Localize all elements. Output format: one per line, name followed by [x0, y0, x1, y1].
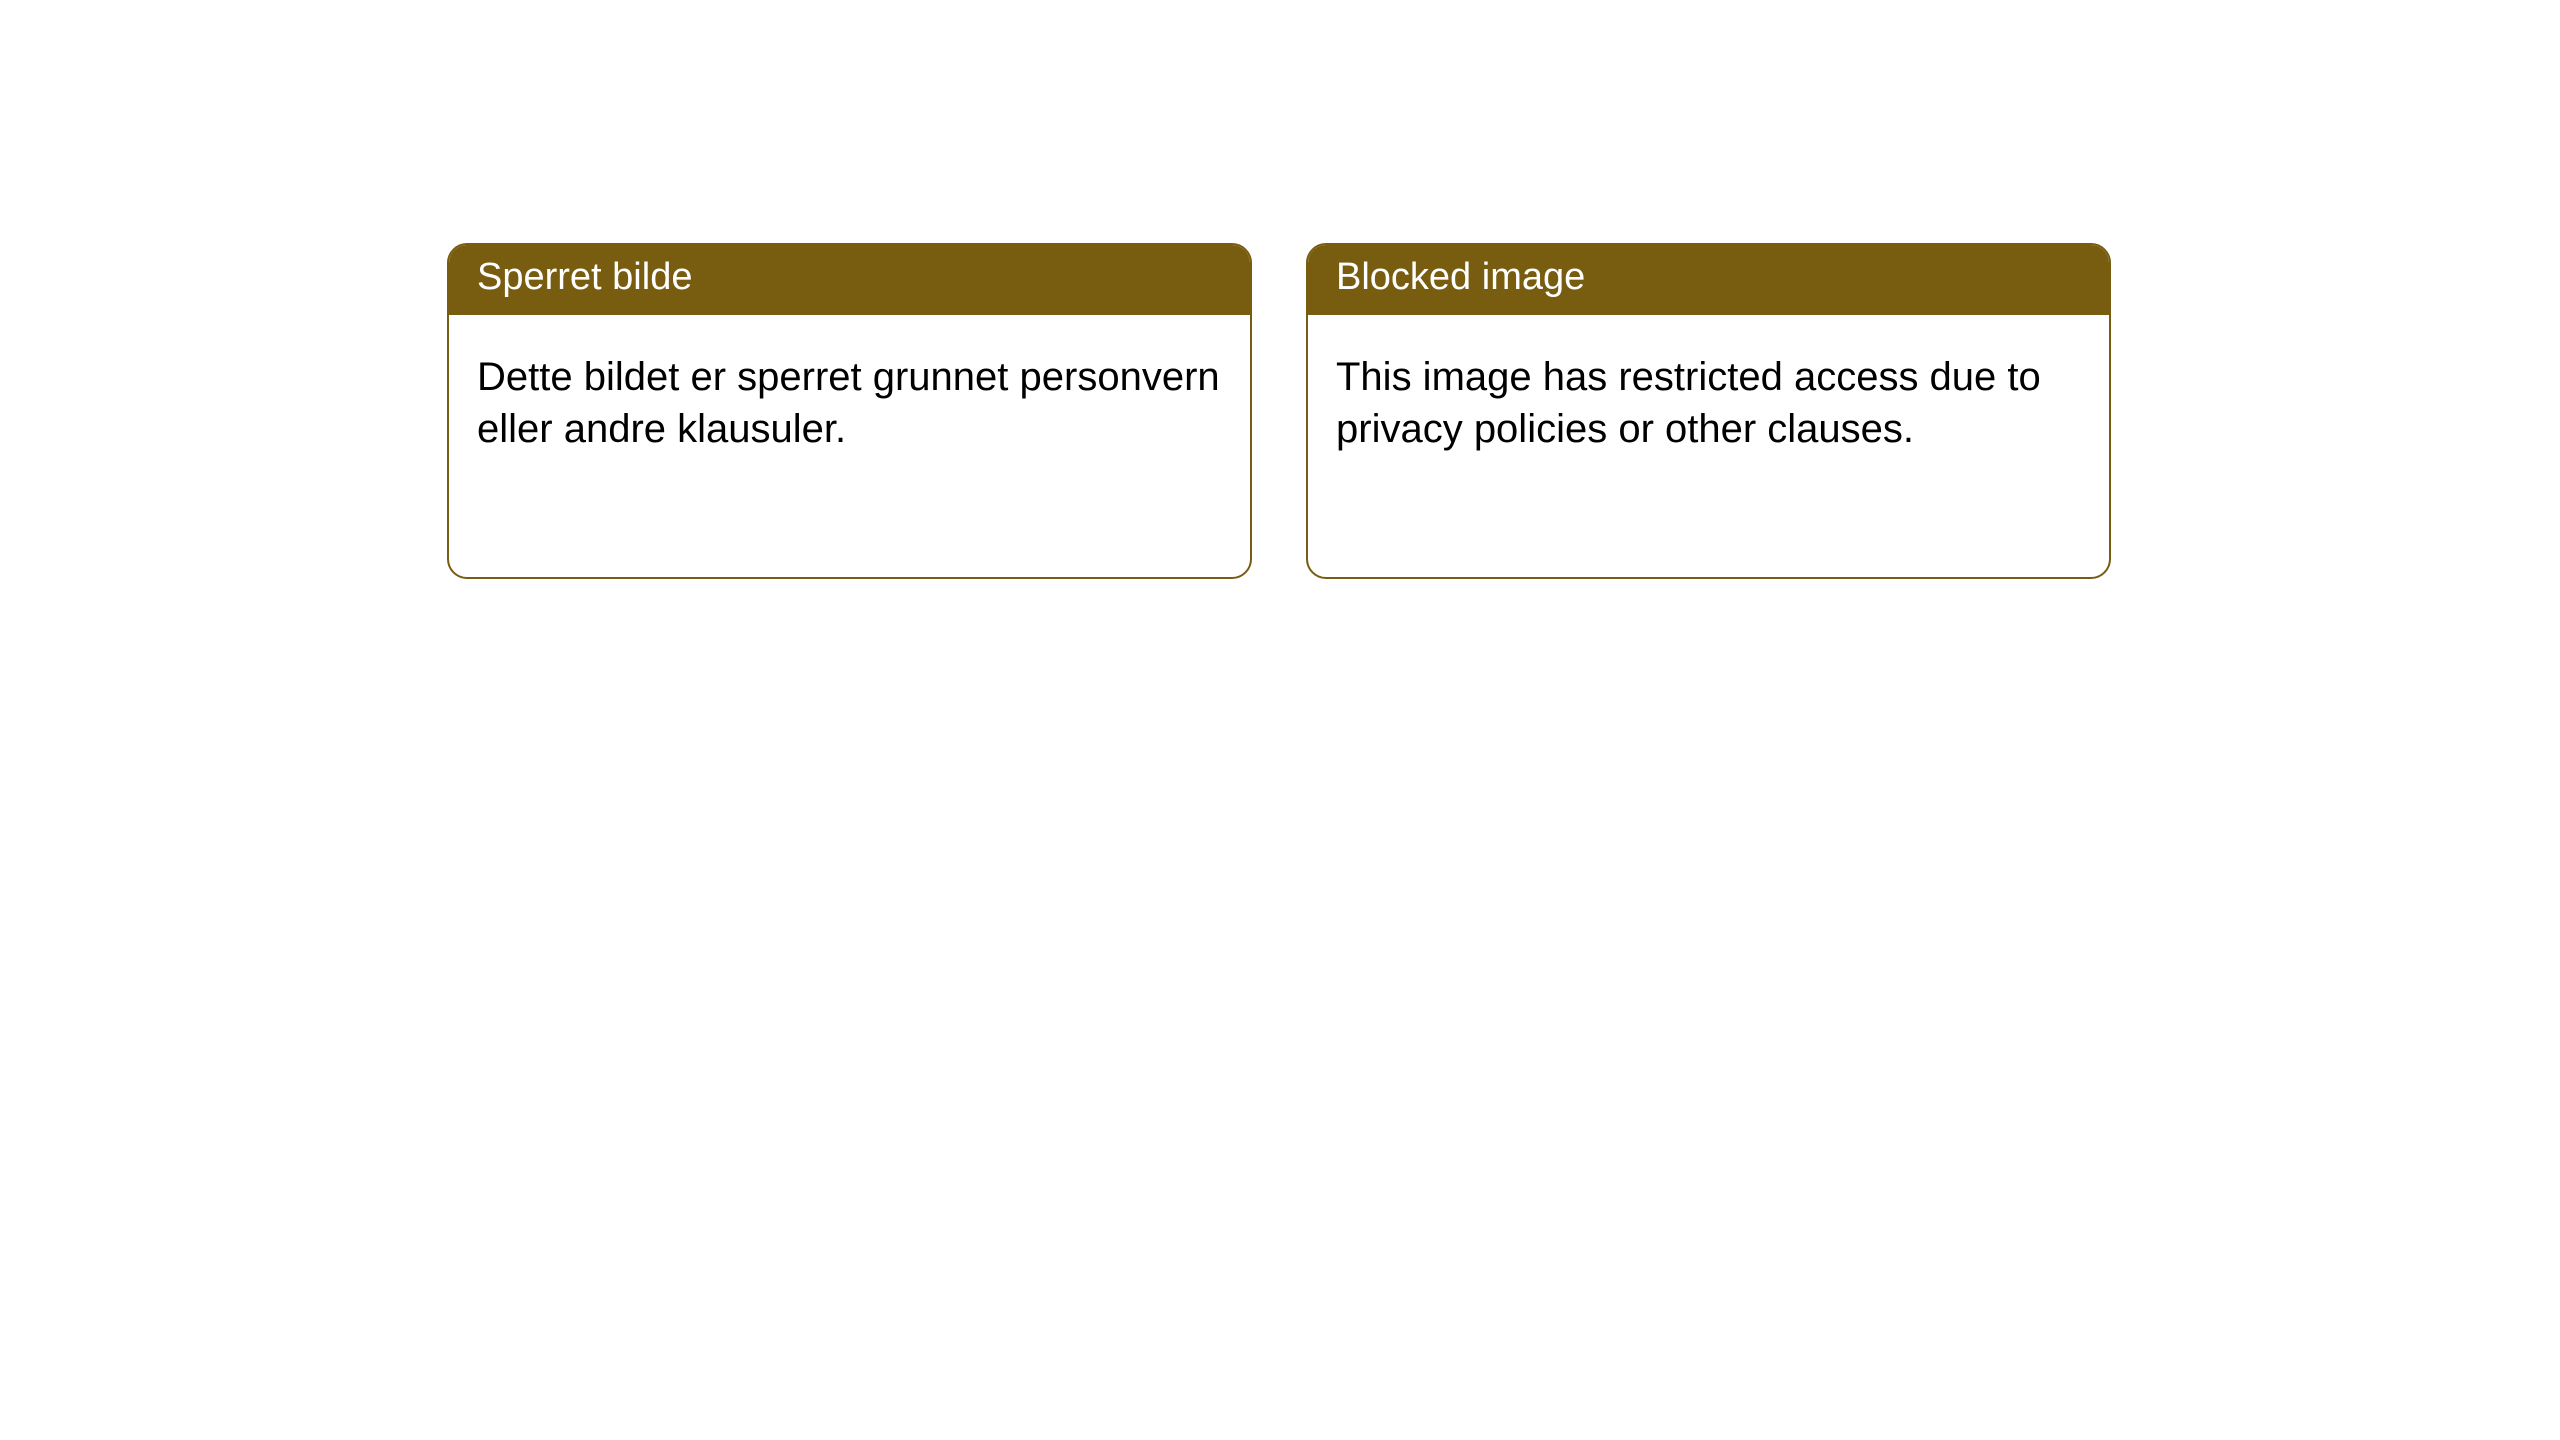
- notice-body-norwegian: Dette bildet er sperret grunnet personve…: [449, 315, 1250, 483]
- notice-body-english: This image has restricted access due to …: [1308, 315, 2109, 483]
- notice-box-norwegian: Sperret bilde Dette bildet er sperret gr…: [447, 243, 1252, 579]
- notice-box-english: Blocked image This image has restricted …: [1306, 243, 2111, 579]
- notice-header-english: Blocked image: [1308, 245, 2109, 315]
- notice-container: Sperret bilde Dette bildet er sperret gr…: [447, 243, 2111, 579]
- notice-header-norwegian: Sperret bilde: [449, 245, 1250, 315]
